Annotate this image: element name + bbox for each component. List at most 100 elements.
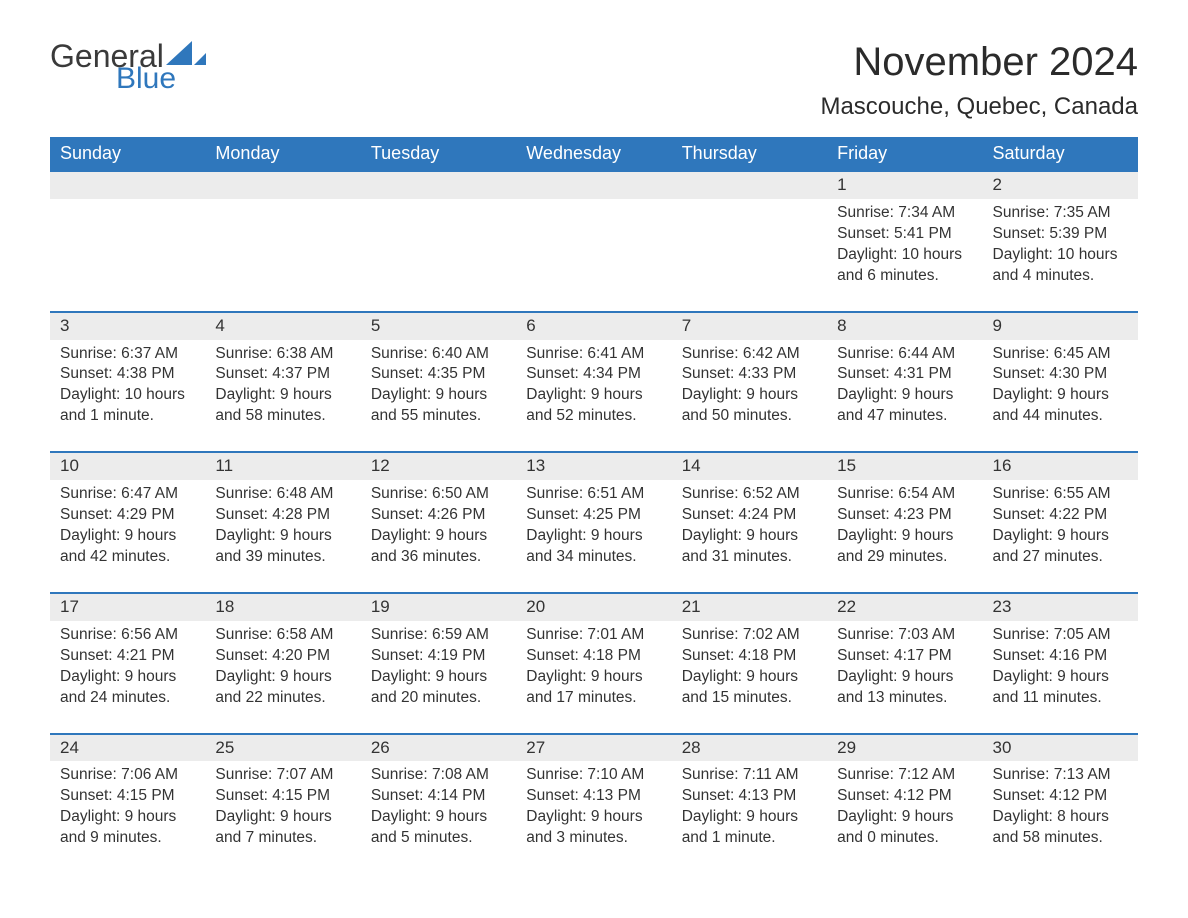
day-daylight2: and 44 minutes. xyxy=(993,406,1128,427)
day-sunset: Sunset: 4:12 PM xyxy=(837,786,972,807)
day-sunset: Sunset: 4:17 PM xyxy=(837,646,972,667)
day-sunset: Sunset: 4:20 PM xyxy=(215,646,350,667)
day-daylight1: Daylight: 9 hours xyxy=(60,526,195,547)
day-cell: Sunrise: 7:03 AMSunset: 4:17 PMDaylight:… xyxy=(827,621,982,734)
day-daylight1: Daylight: 9 hours xyxy=(371,807,506,828)
day-daylight1: Daylight: 9 hours xyxy=(371,385,506,406)
day-empty xyxy=(516,199,671,312)
day-daylight2: and 24 minutes. xyxy=(60,688,195,709)
day-number: 3 xyxy=(50,312,205,340)
day-daylight2: and 39 minutes. xyxy=(215,547,350,568)
day-sunrise: Sunrise: 7:02 AM xyxy=(682,625,817,646)
day-cell: Sunrise: 6:45 AMSunset: 4:30 PMDaylight:… xyxy=(983,340,1138,453)
day-number: 27 xyxy=(516,734,671,762)
day-number: 7 xyxy=(672,312,827,340)
day-cell: Sunrise: 7:06 AMSunset: 4:15 PMDaylight:… xyxy=(50,761,205,873)
day-sunset: Sunset: 4:38 PM xyxy=(60,364,195,385)
day-daylight2: and 50 minutes. xyxy=(682,406,817,427)
day-daylight1: Daylight: 9 hours xyxy=(371,667,506,688)
calendar-table: Sunday Monday Tuesday Wednesday Thursday… xyxy=(50,137,1138,873)
day-daylight2: and 58 minutes. xyxy=(993,828,1128,849)
day-daylight2: and 3 minutes. xyxy=(526,828,661,849)
day-daylight1: Daylight: 9 hours xyxy=(526,667,661,688)
day-sunset: Sunset: 5:41 PM xyxy=(837,224,972,245)
day-cell: Sunrise: 6:42 AMSunset: 4:33 PMDaylight:… xyxy=(672,340,827,453)
day-cell: Sunrise: 7:35 AMSunset: 5:39 PMDaylight:… xyxy=(983,199,1138,312)
day-sunrise: Sunrise: 6:52 AM xyxy=(682,484,817,505)
day-cell: Sunrise: 6:55 AMSunset: 4:22 PMDaylight:… xyxy=(983,480,1138,593)
day-number: 16 xyxy=(983,452,1138,480)
day-sunset: Sunset: 4:13 PM xyxy=(682,786,817,807)
day-empty xyxy=(516,171,671,199)
content-row: Sunrise: 6:56 AMSunset: 4:21 PMDaylight:… xyxy=(50,621,1138,734)
day-number: 20 xyxy=(516,593,671,621)
daynum-row: 24252627282930 xyxy=(50,734,1138,762)
day-number: 14 xyxy=(672,452,827,480)
day-cell: Sunrise: 6:58 AMSunset: 4:20 PMDaylight:… xyxy=(205,621,360,734)
day-daylight2: and 13 minutes. xyxy=(837,688,972,709)
weekday-header: Saturday xyxy=(983,137,1138,171)
day-sunrise: Sunrise: 6:44 AM xyxy=(837,344,972,365)
day-cell: Sunrise: 6:48 AMSunset: 4:28 PMDaylight:… xyxy=(205,480,360,593)
day-daylight2: and 42 minutes. xyxy=(60,547,195,568)
day-sunset: Sunset: 4:21 PM xyxy=(60,646,195,667)
day-sunrise: Sunrise: 7:06 AM xyxy=(60,765,195,786)
day-empty xyxy=(672,171,827,199)
day-cell: Sunrise: 7:01 AMSunset: 4:18 PMDaylight:… xyxy=(516,621,671,734)
day-daylight2: and 58 minutes. xyxy=(215,406,350,427)
day-daylight2: and 5 minutes. xyxy=(371,828,506,849)
day-cell: Sunrise: 7:05 AMSunset: 4:16 PMDaylight:… xyxy=(983,621,1138,734)
day-daylight1: Daylight: 9 hours xyxy=(837,526,972,547)
day-sunrise: Sunrise: 6:58 AM xyxy=(215,625,350,646)
weekday-header: Monday xyxy=(205,137,360,171)
day-daylight2: and 11 minutes. xyxy=(993,688,1128,709)
day-daylight1: Daylight: 10 hours xyxy=(837,245,972,266)
day-sunset: Sunset: 4:35 PM xyxy=(371,364,506,385)
day-sunrise: Sunrise: 6:37 AM xyxy=(60,344,195,365)
day-sunrise: Sunrise: 7:10 AM xyxy=(526,765,661,786)
day-cell: Sunrise: 7:34 AMSunset: 5:41 PMDaylight:… xyxy=(827,199,982,312)
day-daylight1: Daylight: 9 hours xyxy=(682,667,817,688)
day-sunrise: Sunrise: 7:01 AM xyxy=(526,625,661,646)
day-sunset: Sunset: 4:34 PM xyxy=(526,364,661,385)
day-number: 11 xyxy=(205,452,360,480)
day-sunrise: Sunrise: 6:55 AM xyxy=(993,484,1128,505)
day-daylight1: Daylight: 9 hours xyxy=(526,526,661,547)
day-sunset: Sunset: 4:33 PM xyxy=(682,364,817,385)
day-sunset: Sunset: 4:22 PM xyxy=(993,505,1128,526)
day-cell: Sunrise: 6:41 AMSunset: 4:34 PMDaylight:… xyxy=(516,340,671,453)
day-sunrise: Sunrise: 7:34 AM xyxy=(837,203,972,224)
day-sunset: Sunset: 4:28 PM xyxy=(215,505,350,526)
day-empty xyxy=(361,171,516,199)
day-empty xyxy=(50,171,205,199)
day-daylight1: Daylight: 9 hours xyxy=(993,526,1128,547)
day-cell: Sunrise: 6:47 AMSunset: 4:29 PMDaylight:… xyxy=(50,480,205,593)
daynum-row: 3456789 xyxy=(50,312,1138,340)
day-daylight2: and 7 minutes. xyxy=(215,828,350,849)
day-number: 10 xyxy=(50,452,205,480)
day-sunset: Sunset: 4:31 PM xyxy=(837,364,972,385)
daynum-row: 12 xyxy=(50,171,1138,199)
title-block: November 2024 Mascouche, Quebec, Canada xyxy=(820,40,1138,131)
day-number: 25 xyxy=(205,734,360,762)
day-cell: Sunrise: 7:07 AMSunset: 4:15 PMDaylight:… xyxy=(205,761,360,873)
day-sunrise: Sunrise: 6:50 AM xyxy=(371,484,506,505)
day-number: 24 xyxy=(50,734,205,762)
day-sunrise: Sunrise: 7:12 AM xyxy=(837,765,972,786)
day-number: 8 xyxy=(827,312,982,340)
day-number: 15 xyxy=(827,452,982,480)
day-sunrise: Sunrise: 7:35 AM xyxy=(993,203,1128,224)
day-daylight1: Daylight: 9 hours xyxy=(526,385,661,406)
day-daylight1: Daylight: 9 hours xyxy=(215,385,350,406)
header: General Blue November 2024 Mascouche, Qu… xyxy=(50,40,1138,131)
day-cell: Sunrise: 6:38 AMSunset: 4:37 PMDaylight:… xyxy=(205,340,360,453)
day-sunrise: Sunrise: 6:47 AM xyxy=(60,484,195,505)
day-empty xyxy=(672,199,827,312)
content-row: Sunrise: 6:37 AMSunset: 4:38 PM Daylight:… xyxy=(50,340,1138,453)
day-sunset: Sunset: 4:30 PM xyxy=(993,364,1128,385)
day-daylight2: and 1 minute. xyxy=(60,406,195,427)
day-daylight2: and 17 minutes. xyxy=(526,688,661,709)
day-sunset: Sunset: 4:23 PM xyxy=(837,505,972,526)
day-daylight1: Daylight: 9 hours xyxy=(215,526,350,547)
day-cell: Sunrise: 6:56 AMSunset: 4:21 PMDaylight:… xyxy=(50,621,205,734)
